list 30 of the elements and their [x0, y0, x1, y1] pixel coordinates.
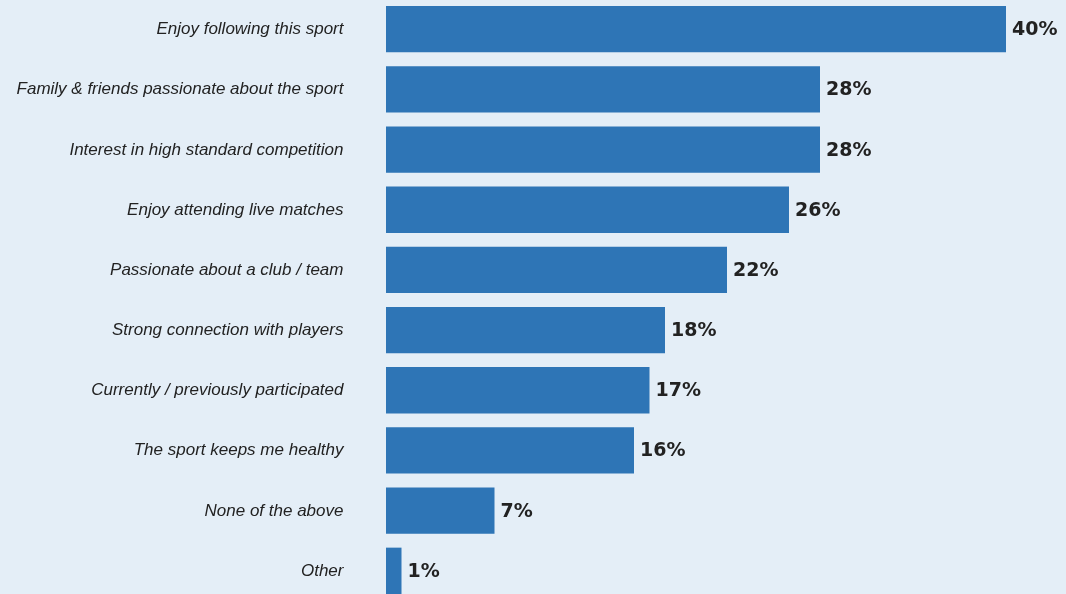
bar	[386, 6, 1006, 53]
data-label: 1%	[407, 558, 440, 581]
data-label: 17%	[655, 378, 701, 401]
y-tick-label: Enjoy attending live matches	[127, 199, 344, 219]
data-label: 18%	[671, 318, 717, 341]
y-tick-label: Passionate about a club / team	[110, 259, 344, 279]
y-tick-label: The sport keeps me healthy	[133, 440, 345, 460]
bar	[386, 306, 665, 354]
bar	[386, 246, 727, 294]
y-tick-label: Currently / previously participated	[91, 380, 345, 400]
y-tick-label: Interest in high standard competition	[69, 139, 344, 159]
data-label: 28%	[826, 77, 872, 100]
bar	[386, 126, 820, 173]
bar	[386, 547, 402, 594]
y-tick-label: None of the above	[204, 500, 344, 520]
data-label: 16%	[640, 438, 686, 461]
data-label: 22%	[733, 257, 779, 280]
y-tick-label: Strong connection with players	[111, 320, 344, 340]
bar	[386, 66, 820, 113]
data-label: 40%	[1012, 17, 1058, 40]
bar	[386, 427, 634, 474]
y-tick-label: Enjoy following this sport	[156, 19, 345, 39]
bar	[386, 186, 789, 233]
bar	[386, 367, 650, 414]
data-label: 28%	[826, 137, 872, 160]
y-tick-label: Family & friends passionate about the sport	[16, 79, 345, 99]
data-label: 7%	[500, 498, 533, 521]
bar	[386, 487, 495, 534]
data-label: 26%	[795, 197, 841, 220]
y-tick-label: Other	[300, 560, 345, 580]
